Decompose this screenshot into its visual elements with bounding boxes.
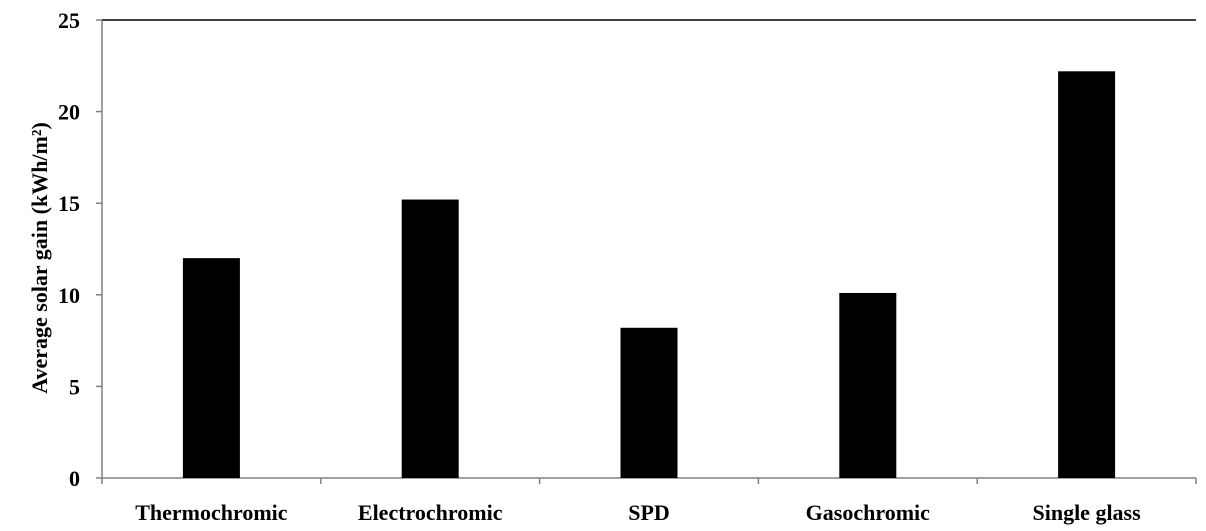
y-tick-label: 20 [58, 100, 80, 125]
bar-thermochromic [182, 258, 240, 478]
y-tick-label: 10 [58, 283, 80, 308]
bar-spd [620, 327, 678, 478]
bar-gasochromic [839, 292, 897, 478]
bar-electrochromic [401, 199, 459, 478]
y-axis-title: Average solar gain (kWh/m²) [27, 122, 52, 394]
x-tick-label: SPD [628, 500, 670, 525]
y-tick-label: 25 [58, 8, 80, 33]
y-tick-label: 0 [69, 466, 80, 491]
y-axis-ticks [96, 19, 102, 479]
x-tick-label: Gasochromic [806, 500, 930, 525]
x-tick-label: Electrochromic [358, 500, 503, 525]
x-tick-label: Single glass [1032, 500, 1141, 525]
x-axis-ticks [101, 478, 1197, 484]
bar-single-glass [1058, 71, 1116, 479]
bars [182, 71, 1116, 479]
x-tick-label: Thermochromic [135, 500, 288, 525]
tick-labels: 0 5 10 15 20 25 Thermochromic Electrochromic SPD… [58, 8, 1141, 525]
y-tick-label: 15 [58, 191, 80, 216]
y-tick-label: 5 [69, 374, 80, 399]
